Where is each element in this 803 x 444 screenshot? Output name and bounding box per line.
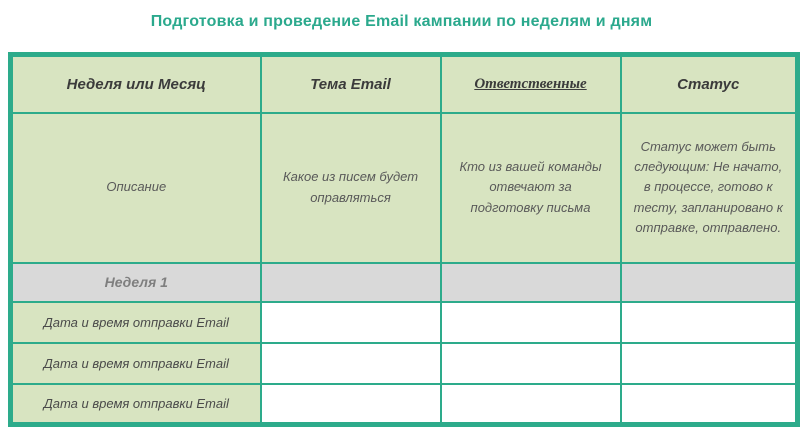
header-cell-topic: Тема Email xyxy=(259,53,442,114)
topic-input-cell[interactable] xyxy=(259,382,442,426)
table-row: Дата и время отправки Email xyxy=(9,341,799,385)
header-cell-week: Неделя или Месяц xyxy=(9,53,262,114)
topic-input-cell[interactable] xyxy=(259,341,442,385)
responsible-input-cell[interactable] xyxy=(439,341,622,385)
description-cell-week: Описание xyxy=(9,111,262,264)
responsible-input-cell[interactable] xyxy=(439,382,622,426)
topic-input-cell[interactable] xyxy=(259,300,442,344)
description-cell-status: Статус может быть следующим: Не начато, … xyxy=(619,111,799,264)
week-section-row: Неделя 1 xyxy=(9,261,799,303)
header-row: Неделя или Месяц Тема Email Ответственны… xyxy=(9,53,799,114)
table-row: Дата и время отправки Email xyxy=(9,300,799,344)
week-empty-cell[interactable] xyxy=(259,261,442,303)
row-label-cell: Дата и время отправки Email xyxy=(9,382,262,426)
header-cell-responsible: Ответственные xyxy=(439,53,622,114)
email-campaign-table: Неделя или Месяц Тема Email Ответственны… xyxy=(8,52,800,427)
page-title: Подготовка и проведение Email кампании п… xyxy=(150,13,653,30)
table-row: Дата и время отправки Email xyxy=(9,382,799,426)
description-cell-topic: Какое из писем будет оправляться xyxy=(259,111,442,264)
row-label-cell: Дата и время отправки Email xyxy=(9,300,262,344)
week-label-cell: Неделя 1 xyxy=(9,261,262,303)
week-empty-cell[interactable] xyxy=(619,261,799,303)
description-cell-responsible: Кто из вашей команды отвечают за подгото… xyxy=(439,111,622,264)
header-cell-status: Статус xyxy=(619,53,799,114)
status-input-cell[interactable] xyxy=(619,300,799,344)
description-row: Описание Какое из писем будет оправлятьс… xyxy=(9,111,799,264)
status-input-cell[interactable] xyxy=(619,341,799,385)
responsible-input-cell[interactable] xyxy=(439,300,622,344)
row-label-cell: Дата и время отправки Email xyxy=(9,341,262,385)
status-input-cell[interactable] xyxy=(619,382,799,426)
week-empty-cell[interactable] xyxy=(439,261,622,303)
